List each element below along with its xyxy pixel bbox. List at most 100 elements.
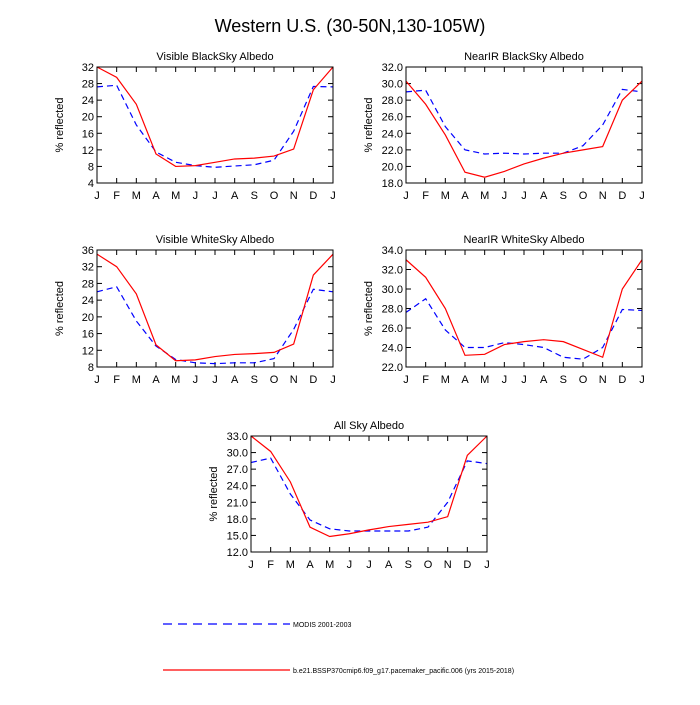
legend-modis-label: MODIS 2001-2003 [293,622,351,629]
all-sky-xtick-label: J [347,559,353,571]
vis-black-ytick-label: 12 [82,145,94,157]
all-sky-xtick-label: M [286,559,295,571]
vis-black-series-model-line [96,66,334,168]
vis-white-xtick-label: A [231,374,239,386]
nir-black-ytick-label: 20.0 [382,161,403,173]
nir-black-ylabel: % reflected [363,97,375,152]
chart-all-sky: All Sky Albedo % reflected 12.0 15.0 18.0 21.… [208,420,490,571]
vis-black-xtick-label: M [132,190,141,202]
all-sky-xtick-label: N [444,559,452,571]
vis-white-series-modis-line [96,286,334,365]
nir-black-ytick-label: 28.0 [382,95,403,107]
nir-white-xtick-label: J [521,374,527,386]
vis-black-xtick-label: N [290,190,298,202]
vis-white-xtick-label: F [113,374,120,386]
vis-white-ytick-label: 32 [82,262,94,274]
nir-white-plot-frame [405,249,643,368]
nir-black-xtick-label: J [521,190,527,202]
vis-white-xtick-label: A [152,374,160,386]
nir-black-ytick-label: 24.0 [382,128,403,140]
nir-black-xtick-label: N [599,190,607,202]
all-sky-title: All Sky Albedo [334,420,404,432]
all-sky-ytick-label: 15.0 [227,530,248,542]
all-sky-xtick-label: S [405,559,412,571]
nir-white-xtick-label: M [480,374,489,386]
vis-white-xtick-label: M [171,374,180,386]
nir-white-title: NearIR WhiteSky Albedo [463,234,584,246]
nir-white-xtick-label: N [599,374,607,386]
vis-black-xtick-label: M [171,190,180,202]
vis-white-ytick-label: 20 [82,312,94,324]
vis-black-series-modis-line [96,84,334,168]
all-sky-xtick-label: J [366,559,372,571]
vis-white-xtick-label: O [270,374,279,386]
nir-white-xtick-label: D [618,374,626,386]
nir-black-xtick-label: A [461,190,469,202]
nir-black-xtick-label: J [502,190,508,202]
nir-white-ytick-label: 34.0 [382,245,403,257]
nir-white-xtick-label: S [560,374,567,386]
chart-vis-black: Visible BlackSky Albedo % reflected 4 8 12 16… [54,51,336,202]
vis-white-title: Visible WhiteSky Albedo [156,234,274,246]
vis-black-xtick-label: F [113,190,120,202]
nir-black-series-modis-line [405,88,643,155]
nir-white-xtick-label: M [441,374,450,386]
nir-white-xtick-label: O [579,374,588,386]
nir-black-xtick-label: A [540,190,548,202]
vis-white-xtick-label: M [132,374,141,386]
nir-white-xtick-label: J [639,374,645,386]
vis-black-plot-frame [96,66,334,184]
vis-white-ytick-label: 12 [82,345,94,357]
all-sky-xtick-label: J [484,559,490,571]
all-sky-ytick-label: 21.0 [227,497,248,509]
all-sky-series-modis-line [250,457,488,532]
vis-black-ytick-label: 20 [82,112,94,124]
vis-black-xtick-label: D [309,190,317,202]
nir-white-ytick-label: 26.0 [382,323,403,335]
nir-black-xtick-label: M [480,190,489,202]
vis-white-ytick-label: 28 [82,278,94,290]
all-sky-ytick-label: 30.0 [227,448,248,460]
nir-black-ytick-label: 32.0 [382,62,403,74]
chart-nir-white: NearIR WhiteSky Albedo % reflected 22.0 24.… [363,234,645,386]
vis-white-ytick-label: 24 [82,295,94,307]
vis-black-ytick-label: 32 [82,62,94,74]
chart-vis-white: Visible WhiteSky Albedo % reflected 8 12 16 2… [54,234,336,386]
all-sky-ylabel: % reflected [208,466,220,521]
vis-black-xtick-label: J [330,190,336,202]
vis-black-xtick-label: J [212,190,218,202]
vis-white-series-model-line [96,253,334,362]
nir-white-xtick-label: A [461,374,469,386]
legend-model-label: b.e21.BSSP370cmip6.f09_g17.pacemaker_pac… [293,668,514,675]
nir-black-xtick-label: S [560,190,567,202]
vis-black-xtick-label: O [270,190,279,202]
vis-black-ytick-label: 28 [82,79,94,91]
vis-black-ytick-label: 16 [82,128,94,140]
vis-white-xtick-label: J [193,374,199,386]
nir-black-plot-frame [405,66,643,184]
all-sky-xtick-label: D [463,559,471,571]
vis-white-xtick-label: J [94,374,100,386]
vis-black-xtick-label: S [251,190,258,202]
nir-white-ytick-label: 28.0 [382,304,403,316]
nir-white-ytick-label: 30.0 [382,284,403,296]
vis-black-title: Visible BlackSky Albedo [156,51,273,63]
all-sky-series-model-line [250,435,488,538]
vis-white-ytick-label: 16 [82,329,94,341]
figure-title: Western U.S. (30-50N,130-105W) [215,16,486,36]
nir-white-xtick-label: F [422,374,429,386]
nir-black-ytick-label: 26.0 [382,112,403,124]
vis-white-xtick-label: N [290,374,298,386]
vis-black-ytick-label: 4 [88,178,94,190]
all-sky-ytick-label: 18.0 [227,514,248,526]
nir-black-xtick-label: D [618,190,626,202]
nir-white-ylabel: % reflected [363,281,375,336]
nir-black-xtick-label: O [579,190,588,202]
vis-black-xtick-label: J [94,190,100,202]
nir-white-series-model-line [405,259,643,359]
nir-white-xtick-label: J [502,374,508,386]
nir-black-xtick-label: J [403,190,409,202]
nir-black-ytick-label: 22.0 [382,145,403,157]
vis-black-xtick-label: J [193,190,199,202]
all-sky-xtick-label: A [306,559,314,571]
